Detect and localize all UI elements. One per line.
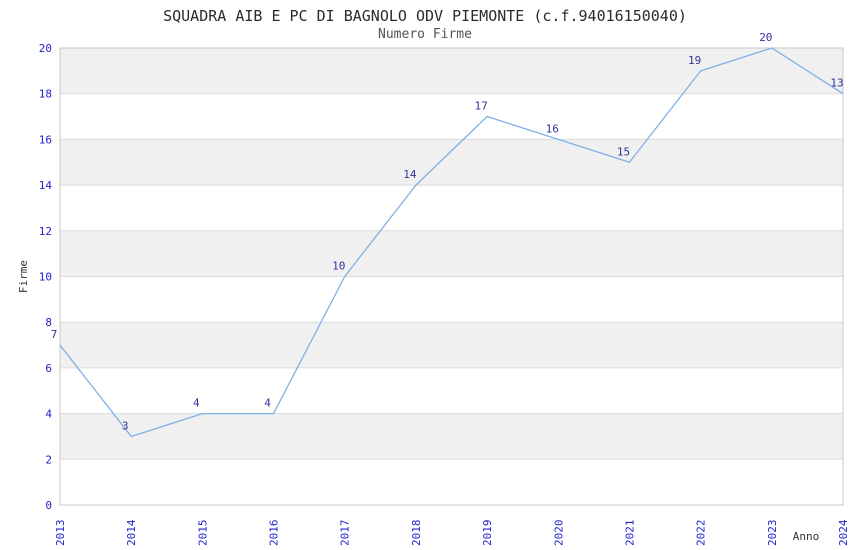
x-tick-label: 2013 [54,520,67,547]
plot-band [60,48,843,94]
plot-band [60,185,843,231]
y-tick-label: 4 [45,408,52,421]
point-label: 13 [830,77,843,90]
data-line [59,47,844,438]
point-label: 4 [264,397,271,410]
plot-band [60,230,843,277]
x-tick-label: 2019 [481,520,494,547]
y-tick-label: 14 [39,179,53,192]
plot-band [60,276,843,323]
plot-band [60,139,843,186]
point-label: 16 [546,122,559,135]
x-tick-label: 2018 [410,520,423,547]
y-tick-label: 20 [39,42,52,55]
x-tick-label: 2016 [268,520,281,547]
chart-subtitle: Numero Firme [378,27,472,42]
chart-title: SQUADRA AIB E PC DI BAGNOLO ODV PIEMONTE… [163,7,687,25]
y-tick-label: 10 [39,271,52,284]
point-label: 10 [332,260,345,273]
x-tick-label: 2022 [695,520,708,547]
x-tick-label: 2015 [196,520,209,547]
plot-border [59,47,844,506]
point-label: 7 [51,328,58,341]
plot-band [60,459,843,505]
plot-band [60,413,843,460]
x-tick-label: 2021 [623,520,636,547]
y-tick-label: 18 [39,88,52,101]
y-tick-label: 2 [45,453,52,466]
x-tick-label: 2017 [339,520,352,547]
point-label: 20 [759,31,772,44]
y-tick-label: 0 [45,499,52,512]
y-axis-label: Firme [17,260,30,293]
point-label: 19 [688,54,701,67]
point-label: 3 [122,419,129,432]
x-tick-label: 2023 [766,520,779,547]
point-label: 15 [617,145,630,158]
plot-band [60,322,843,368]
x-tick-label: 2020 [552,520,565,547]
point-label: 17 [474,100,487,113]
y-tick-label: 8 [45,316,52,329]
plot-band [60,93,843,140]
y-tick-label: 12 [39,225,52,238]
plot-band [60,367,843,414]
x-tick-label: 2014 [125,519,138,546]
y-tick-label: 6 [45,362,52,375]
x-tick-label: 2024 [837,519,850,546]
x-axis-label: Anno [793,530,820,543]
y-tick-label: 16 [39,133,52,146]
point-label: 4 [193,397,200,410]
point-label: 14 [403,168,417,181]
